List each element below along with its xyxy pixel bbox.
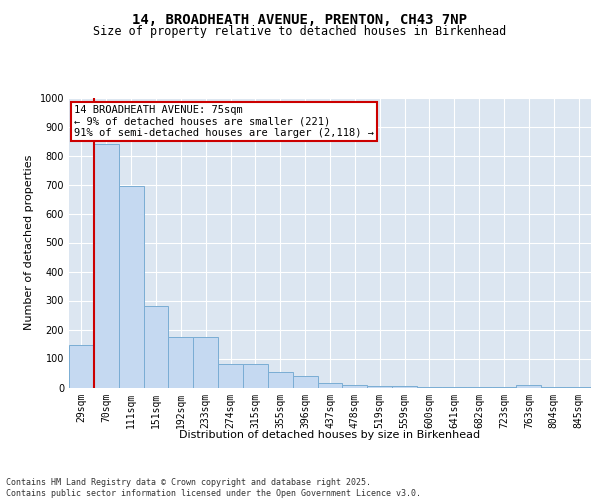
- Bar: [467, 387, 491, 388]
- Bar: [218, 364, 243, 388]
- Bar: [442, 387, 467, 388]
- Text: 14 BROADHEATH AVENUE: 75sqm
← 9% of detached houses are smaller (221)
91% of sem: 14 BROADHEATH AVENUE: 75sqm ← 9% of deta…: [74, 105, 374, 138]
- Bar: [268, 372, 293, 388]
- Bar: [94, 144, 119, 388]
- X-axis label: Distribution of detached houses by size in Birkenhead: Distribution of detached houses by size …: [179, 430, 481, 440]
- Y-axis label: Number of detached properties: Number of detached properties: [24, 155, 34, 330]
- Bar: [491, 387, 517, 388]
- Text: 14, BROADHEATH AVENUE, PRENTON, CH43 7NP: 14, BROADHEATH AVENUE, PRENTON, CH43 7NP: [133, 12, 467, 26]
- Bar: [243, 364, 268, 388]
- Bar: [293, 376, 317, 388]
- Bar: [392, 386, 417, 388]
- Bar: [541, 387, 566, 388]
- Bar: [143, 306, 169, 388]
- Text: Contains HM Land Registry data © Crown copyright and database right 2025.
Contai: Contains HM Land Registry data © Crown c…: [6, 478, 421, 498]
- Bar: [119, 186, 143, 388]
- Bar: [193, 337, 218, 388]
- Bar: [367, 386, 392, 388]
- Bar: [517, 384, 541, 388]
- Text: Size of property relative to detached houses in Birkenhead: Size of property relative to detached ho…: [94, 25, 506, 38]
- Bar: [417, 387, 442, 388]
- Bar: [343, 384, 367, 388]
- Bar: [317, 383, 343, 388]
- Bar: [566, 387, 591, 388]
- Bar: [169, 337, 193, 388]
- Bar: [69, 344, 94, 388]
